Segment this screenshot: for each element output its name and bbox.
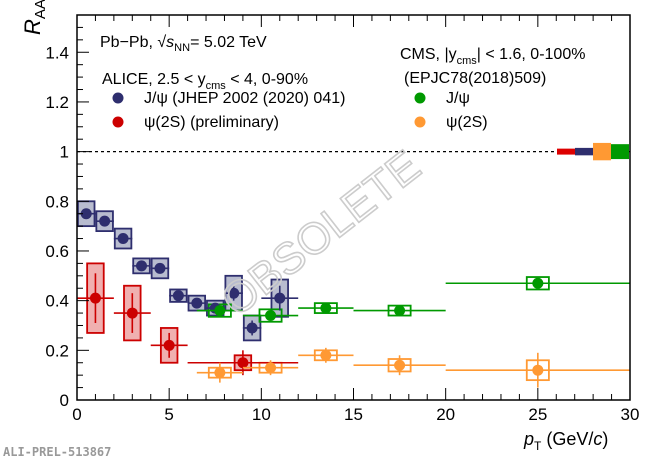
x-axis-label: pT (GeV/c): [523, 429, 608, 453]
data-point: [320, 349, 332, 361]
y-tick-label: 1: [60, 143, 69, 162]
legend-label: J/ψ: [446, 90, 470, 107]
data-point: [154, 262, 166, 274]
data-point: [80, 208, 92, 220]
global-uncertainty-box: [593, 142, 611, 161]
x-tick-label: 0: [72, 405, 81, 424]
legend-marker: [414, 92, 426, 104]
cms-label: CMS, |ycms| < 1.6, 0-100%: [400, 46, 585, 67]
data-point: [89, 292, 101, 304]
data-point: [320, 302, 332, 314]
x-tick-label: 10: [252, 405, 271, 424]
data-point: [265, 310, 277, 322]
preliminary-id: ALI-PREL-513867: [3, 445, 111, 459]
legend-marker: [112, 92, 124, 104]
x-tick-label: 5: [164, 405, 173, 424]
y-tick-label: 0.4: [45, 292, 69, 311]
data-point: [163, 339, 175, 351]
data-point: [532, 277, 544, 289]
data-point: [394, 305, 406, 317]
data-point: [265, 362, 277, 374]
cms-reference: (EPJC78(2018)509): [404, 70, 546, 87]
data-point: [191, 297, 203, 309]
data-point: [99, 215, 111, 227]
data-point: [214, 305, 226, 317]
data-point: [172, 290, 184, 302]
data-point: [136, 260, 148, 272]
legend-label: ψ(2S): [446, 114, 488, 131]
x-tick-label: 25: [528, 405, 547, 424]
data-point: [214, 367, 226, 379]
data-point: [117, 233, 129, 245]
watermark: OBSOLETE: [213, 141, 430, 326]
y-tick-label: 0: [60, 391, 69, 410]
data-point: [228, 287, 240, 299]
data-point: [246, 322, 258, 334]
data-point: [237, 357, 249, 369]
global-uncertainty-box: [611, 144, 629, 160]
data-point: [126, 307, 138, 319]
data-point: [394, 359, 406, 371]
y-axis-label: RAA: [20, 0, 49, 35]
y-tick-label: 1.4: [45, 43, 69, 62]
x-tick-label: 30: [621, 405, 640, 424]
system-label: Pb−Pb, √sNN= 5.02 TeV: [100, 34, 267, 54]
global-uncertainty-box: [575, 147, 593, 156]
x-tick-label: 15: [344, 405, 363, 424]
alice-label: ALICE, 2.5 < ycms < 4, 0-90%: [102, 71, 308, 92]
y-tick-label: 1.2: [45, 93, 69, 112]
y-tick-label: 0.6: [45, 242, 69, 261]
global-uncertainty-box: [557, 148, 575, 155]
legend-marker: [414, 116, 426, 128]
data-point: [274, 292, 286, 304]
y-tick-label: 0.2: [45, 341, 69, 360]
data-point: [532, 364, 544, 376]
legend-marker: [112, 116, 124, 128]
y-tick-label: 0.8: [45, 192, 69, 211]
legend-label: J/ψ (JHEP 2002 (2020) 041): [144, 90, 345, 107]
legend-label: ψ(2S) (preliminary): [144, 114, 279, 131]
x-tick-label: 20: [436, 405, 455, 424]
